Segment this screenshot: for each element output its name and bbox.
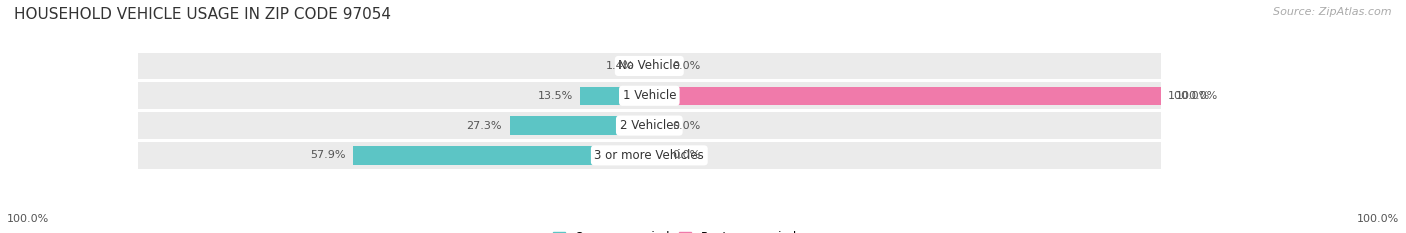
Bar xyxy=(581,86,650,105)
Bar xyxy=(138,112,1160,139)
Text: 27.3%: 27.3% xyxy=(467,120,502,130)
Bar xyxy=(643,57,650,75)
Bar xyxy=(650,86,1160,105)
Bar xyxy=(138,53,1160,79)
Bar xyxy=(138,142,1160,169)
Text: 1 Vehicle: 1 Vehicle xyxy=(623,89,676,102)
Text: HOUSEHOLD VEHICLE USAGE IN ZIP CODE 97054: HOUSEHOLD VEHICLE USAGE IN ZIP CODE 9705… xyxy=(14,7,391,22)
Bar xyxy=(650,146,665,165)
Text: 100.0%: 100.0% xyxy=(7,214,49,224)
Text: 13.5%: 13.5% xyxy=(537,91,572,101)
Text: 0.0%: 0.0% xyxy=(672,150,700,160)
Text: 3 or more Vehicles: 3 or more Vehicles xyxy=(595,149,704,162)
Text: 57.9%: 57.9% xyxy=(311,150,346,160)
Bar xyxy=(650,57,665,75)
Text: No Vehicle: No Vehicle xyxy=(619,59,681,72)
Text: 100.0%: 100.0% xyxy=(1357,214,1399,224)
Text: 100.0%: 100.0% xyxy=(1175,91,1218,101)
Text: 0.0%: 0.0% xyxy=(672,61,700,71)
Text: 2 Vehicles: 2 Vehicles xyxy=(620,119,679,132)
Bar xyxy=(510,116,650,135)
Text: 100.0%: 100.0% xyxy=(1168,91,1211,101)
Text: 1.4%: 1.4% xyxy=(606,61,634,71)
Text: Source: ZipAtlas.com: Source: ZipAtlas.com xyxy=(1274,7,1392,17)
Legend: Owner-occupied, Renter-occupied: Owner-occupied, Renter-occupied xyxy=(548,226,801,233)
Bar xyxy=(138,82,1160,109)
Bar xyxy=(650,116,665,135)
Text: 0.0%: 0.0% xyxy=(672,120,700,130)
Bar xyxy=(353,146,650,165)
